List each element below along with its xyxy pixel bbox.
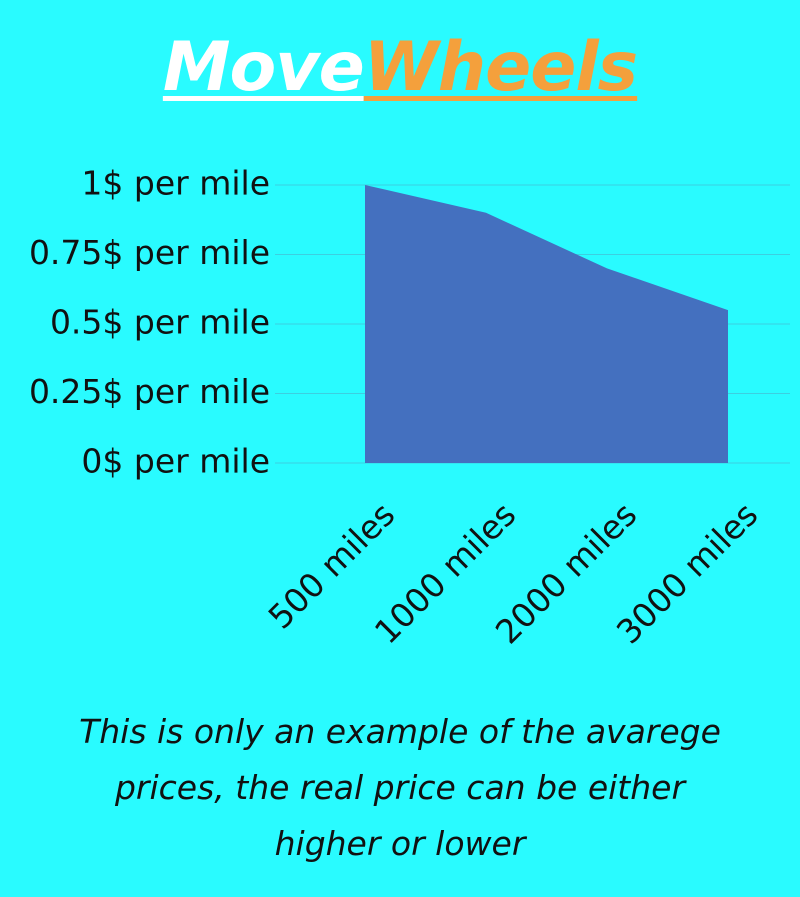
y-tick-label: 0.25$ per mile [29,372,270,411]
y-tick-label: 0.5$ per mile [50,303,270,342]
note-line: higher or lower [274,824,526,863]
chart-title: MoveWheels [0,28,800,107]
y-tick-label: 0$ per mile [81,442,270,481]
title-part: Move [162,28,365,107]
y-tick-label: 0.75$ per mile [29,233,270,272]
note-line: This is only an example of the avarege [79,712,721,751]
title-part: Wheels [363,28,638,107]
note-line: prices, the real price can be either [114,768,686,807]
area [365,185,728,463]
note: This is only an example of the avarege pr… [0,704,800,872]
y-tick-label: 1$ per mile [81,164,270,203]
